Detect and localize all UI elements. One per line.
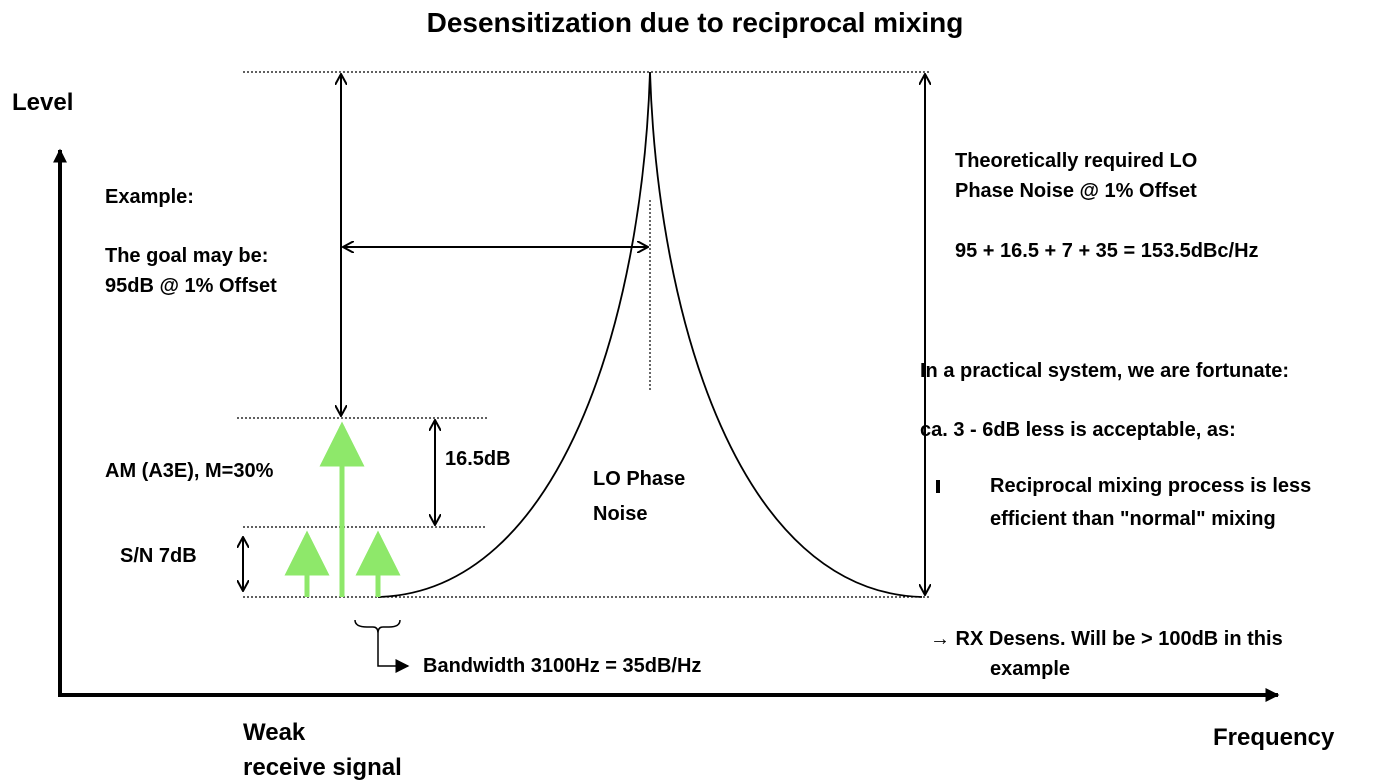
- goal-text: 95dB @ 1% Offset: [105, 275, 277, 297]
- noise-label: LO Phase: [593, 468, 685, 490]
- noise-label: Noise: [593, 503, 647, 525]
- sideband-level-label: 16.5dB: [445, 448, 511, 470]
- requirement-text: Theoretically required LO: [955, 150, 1197, 172]
- bullet: [936, 480, 940, 493]
- signal-label: receive signal: [243, 754, 402, 781]
- y-axis-label: Level: [12, 89, 73, 116]
- example-heading: Example:: [105, 186, 194, 208]
- reason-text: efficient than "normal" mixing: [990, 508, 1276, 530]
- requirement-text: Phase Noise @ 1% Offset: [955, 180, 1197, 202]
- bandwidth-pointer: [377, 633, 410, 673]
- bandwidth-label: Bandwidth 3100Hz = 35dB/Hz: [423, 655, 701, 677]
- conclusion-text: example: [990, 658, 1070, 680]
- signal-label: Weak: [243, 719, 306, 746]
- goal-text: The goal may be:: [105, 245, 268, 267]
- reason-text: Reciprocal mixing process is less: [990, 475, 1311, 497]
- conclusion-text: → RX Desens. Will be > 100dB in this: [930, 628, 1283, 650]
- snr-label: S/N 7dB: [120, 545, 197, 567]
- acceptable-text: ca. 3 - 6dB less is acceptable, as:: [920, 419, 1236, 441]
- formula: 95 + 16.5 + 7 + 35 = 153.5dBc/Hz: [955, 240, 1259, 262]
- title: Desensitization due to reciprocal mixing: [427, 7, 964, 38]
- bandwidth-brace: [354, 619, 401, 634]
- x-axis-label: Frequency: [1213, 724, 1335, 751]
- modulation-label: AM (A3E), M=30%: [105, 460, 274, 482]
- phase-noise-curve: [377, 71, 923, 598]
- practical-text: In a practical system, we are fortunate:: [920, 360, 1289, 382]
